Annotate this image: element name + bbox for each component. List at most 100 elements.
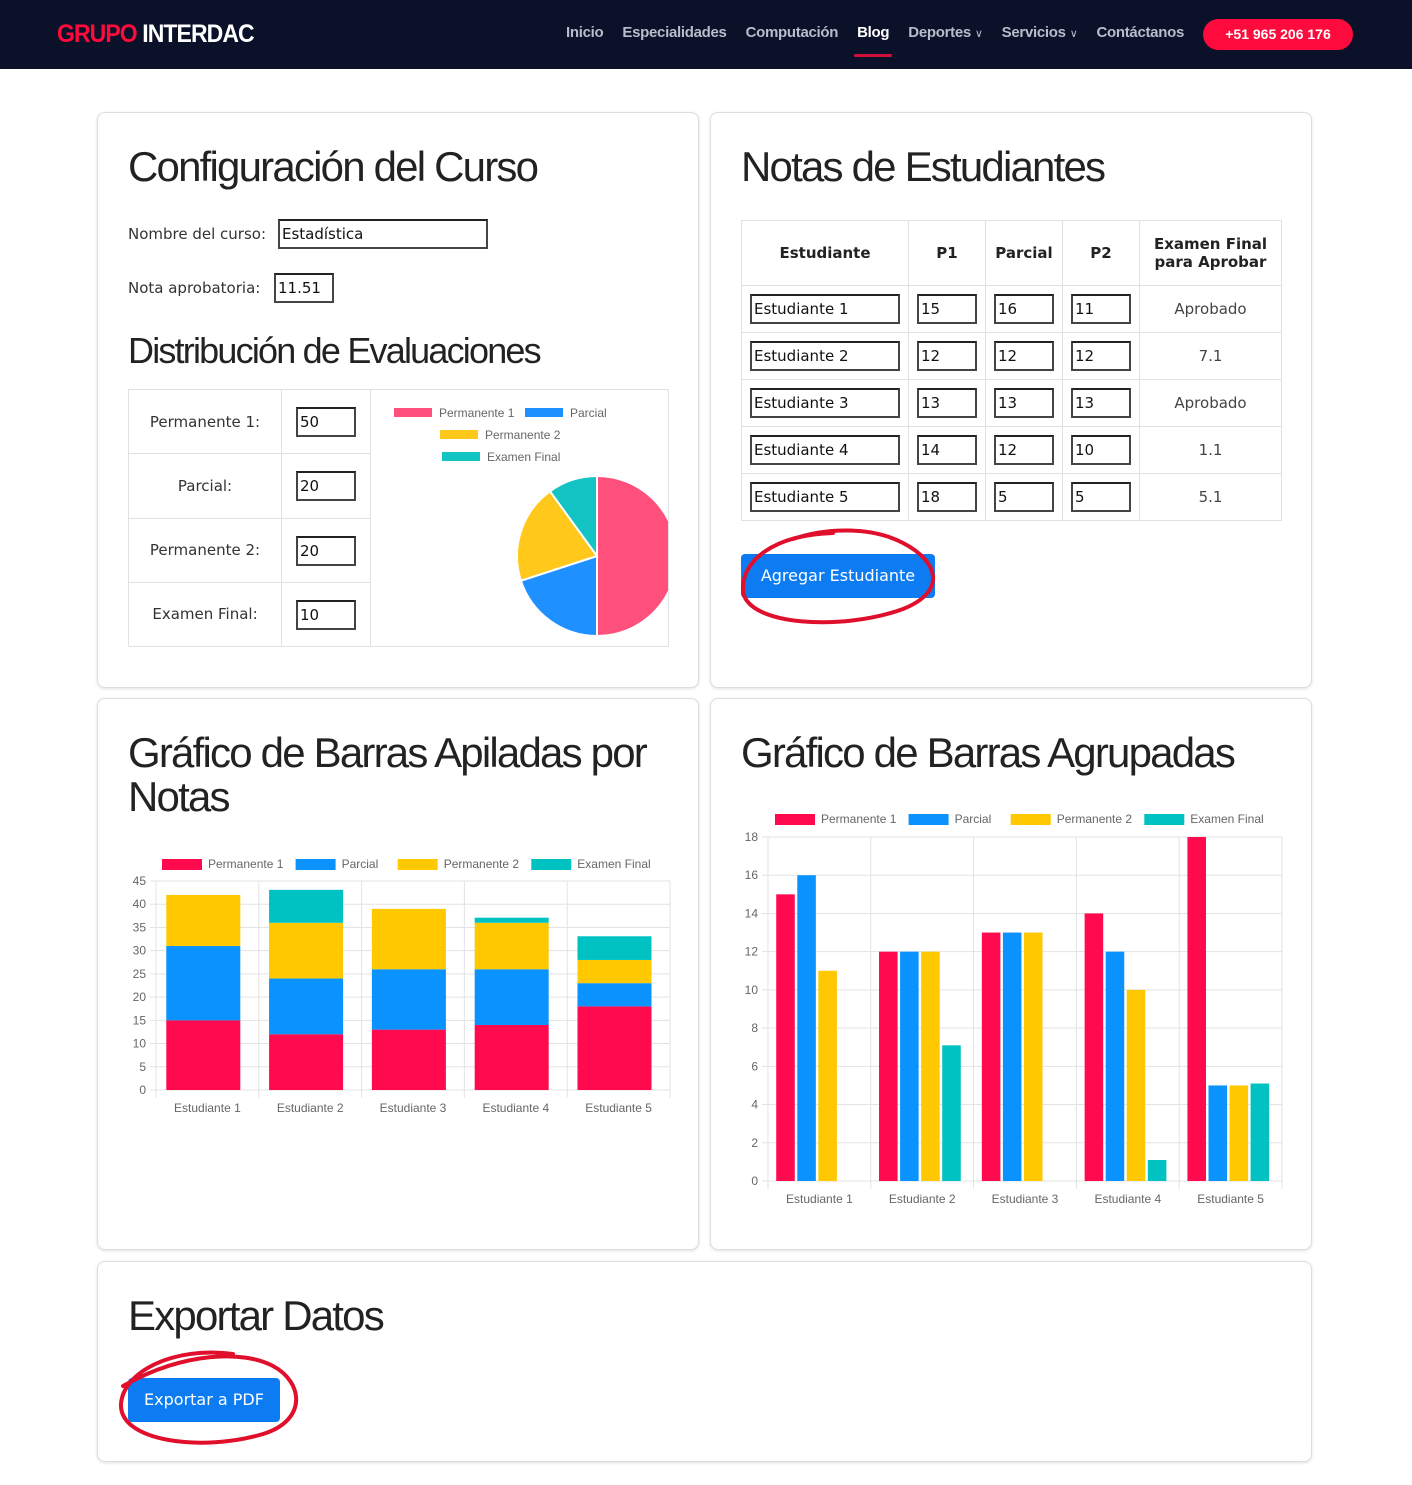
grade-input[interactable]: 12: [1071, 341, 1131, 371]
pie-slice-examen-final: [548, 474, 598, 560]
legend-swatch: [525, 408, 563, 417]
grade-input[interactable]: 12: [917, 341, 977, 371]
legend-label: Parcial: [955, 812, 992, 826]
y-tick-label: 8: [751, 1021, 758, 1035]
y-tick-label: 6: [751, 1059, 758, 1073]
grade-input[interactable]: 18: [917, 482, 977, 512]
grade-input[interactable]: 10: [1071, 435, 1131, 465]
grade-input[interactable]: 13: [917, 388, 977, 418]
student-name-input[interactable]: Estudiante 2: [750, 341, 900, 371]
course-name-input[interactable]: Estadística: [278, 219, 488, 249]
weight-input[interactable]: 20: [296, 535, 356, 566]
final-exam-needed: 7.1: [1139, 332, 1282, 380]
grouped-card: Gráfico de Barras Agrupadas Permanente 1…: [710, 698, 1312, 1250]
bar: [1147, 1159, 1167, 1181]
stacked-bar-chart: Permanente 1 Parcial Permanente 2 Examen Fi…: [133, 857, 671, 1115]
bar-segment: [269, 889, 344, 923]
final-exam-needed: Aprobado: [1139, 379, 1282, 427]
x-tick-label: Estudiante 4: [482, 1101, 549, 1115]
x-tick-label: Estudiante 3: [380, 1101, 447, 1115]
course-name-label: Nombre del curso:: [128, 225, 267, 243]
distribution-title: Distribución de Evaluaciones: [128, 330, 542, 371]
bar-segment: [269, 978, 344, 1035]
nav-item-computación[interactable]: Computación: [745, 24, 839, 41]
bar-segment: [474, 922, 549, 970]
column-header: Examen Final para Aprobar: [1139, 220, 1282, 286]
weight-row: Examen Final: 10: [128, 581, 669, 648]
grade-input[interactable]: 5: [994, 482, 1054, 512]
grade-input[interactable]: 12: [994, 435, 1054, 465]
table-row: Estudiante 2 12 12 12 7.1: [741, 332, 1282, 380]
weight-label: Permanente 1:: [128, 388, 282, 455]
y-tick-label: 18: [745, 830, 759, 844]
grade-input[interactable]: 16: [994, 294, 1054, 324]
grade-input[interactable]: 11: [1071, 294, 1131, 324]
export-pdf-button[interactable]: Exportar a PDF: [128, 1378, 280, 1422]
bar-segment: [371, 908, 446, 970]
student-name-input[interactable]: Estudiante 3: [750, 388, 900, 418]
student-name-input[interactable]: Estudiante 1: [750, 294, 900, 324]
table-row: Estudiante 1 15 16 11 Aprobado: [741, 285, 1282, 333]
weight-label: Permanente 2:: [128, 517, 282, 583]
student-name-input[interactable]: Estudiante 5: [750, 482, 900, 512]
grade-input[interactable]: 13: [994, 388, 1054, 418]
bar: [797, 875, 816, 1181]
bar: [900, 951, 919, 1181]
export-card: Exportar Datos Exportar a PDF: [97, 1261, 1312, 1462]
legend-swatch: [531, 859, 572, 870]
grade-input[interactable]: 14: [917, 435, 977, 465]
grade-input[interactable]: 13: [1071, 388, 1131, 418]
legend-label: Permanente 2: [485, 428, 561, 442]
weight-input[interactable]: 10: [296, 599, 356, 630]
nav-item-contáctanos[interactable]: Contáctanos: [1096, 24, 1184, 41]
navbar: GRUPO INTERDAC Inicio Especialidades Compu…: [0, 0, 1412, 69]
y-tick-label: 30: [133, 944, 147, 958]
nav-item-deportes[interactable]: Deportes ∨: [908, 24, 983, 41]
nav-menu: Inicio Especialidades Computación Blog Depor…: [566, 24, 1184, 57]
y-tick-label: 25: [133, 967, 147, 981]
nav-item-servicios[interactable]: Servicios ∨: [1001, 24, 1078, 41]
weight-input[interactable]: 50: [296, 407, 356, 437]
bar-segment: [577, 983, 652, 1007]
pie-slice-permanente-1: [596, 474, 668, 638]
final-exam-needed: Aprobado: [1139, 285, 1282, 333]
stacked-title: Gráfico de Barras Apiladas por Notas: [128, 729, 648, 820]
legend-label: Permanente 2: [1057, 812, 1133, 826]
y-tick-label: 10: [133, 1037, 147, 1051]
y-tick-label: 0: [139, 1083, 146, 1097]
bar-segment: [166, 946, 241, 1021]
bar-segment: [577, 936, 652, 960]
pass-grade-input[interactable]: 11.51: [274, 273, 334, 303]
grade-input[interactable]: 15: [917, 294, 977, 324]
x-tick-label: Estudiante 1: [786, 1192, 853, 1206]
grades-table: Estudiante P1 Parcial P2 Examen Final para A…: [741, 220, 1282, 521]
add-student-button[interactable]: Agregar Estudiante: [741, 554, 935, 598]
legend-swatch: [397, 859, 438, 870]
legend-swatch: [1144, 814, 1185, 825]
grade-input[interactable]: 12: [994, 341, 1054, 371]
nav-item-inicio[interactable]: Inicio: [566, 24, 604, 41]
logo[interactable]: GRUPO INTERDAC: [57, 20, 255, 48]
weight-row: Parcial: 20: [128, 453, 669, 519]
weight-input[interactable]: 20: [296, 471, 356, 502]
bar-segment: [269, 1034, 344, 1090]
nav-item-especialidades[interactable]: Especialidades: [622, 24, 727, 41]
legend-label: Examen Final: [577, 857, 650, 871]
x-tick-label: Estudiante 5: [585, 1101, 652, 1115]
legend-swatch: [775, 814, 815, 825]
weight-label: Parcial:: [128, 453, 282, 519]
phone-button[interactable]: +51 965 206 176: [1203, 19, 1353, 50]
config-card: Configuración del Curso Nombre del curso…: [97, 112, 699, 688]
x-tick-label: Estudiante 3: [992, 1192, 1059, 1206]
notas-title: Notas de Estudiantes: [741, 143, 1106, 190]
bar-segment: [474, 1024, 549, 1090]
y-tick-label: 35: [133, 920, 147, 934]
table-row: Estudiante 4 14 12 10 1.1: [741, 426, 1282, 474]
chevron-down-icon: ∨: [974, 28, 983, 40]
bar: [942, 1045, 961, 1181]
grade-input[interactable]: 5: [1071, 482, 1131, 512]
chevron-down-icon: ∨: [1069, 28, 1078, 40]
bar-segment: [371, 969, 446, 1030]
student-name-input[interactable]: Estudiante 4: [750, 435, 900, 465]
nav-item-blog[interactable]: Blog: [854, 24, 893, 57]
